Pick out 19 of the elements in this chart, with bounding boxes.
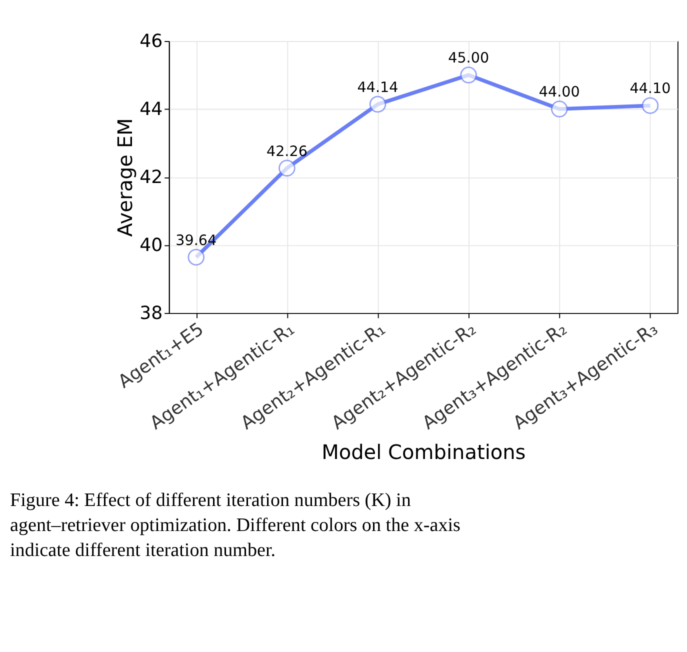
caption: Figure 4: Effect of different iteration numbers (K) in agent–retriever optimization. Different colors on the x-axis indicate different iteration number.	[10, 490, 460, 561]
x-axis-title: Model Combinations	[322, 440, 526, 464]
point	[642, 97, 659, 114]
y-tick-label: 46	[140, 31, 163, 52]
data-label: 44.00	[538, 84, 580, 101]
y-tick-label: 38	[140, 303, 163, 324]
data-label: 45.00	[448, 50, 490, 67]
point	[460, 66, 477, 84]
point	[369, 96, 386, 113]
y-tick-label: 44	[140, 99, 163, 120]
point	[188, 248, 205, 266]
data-label: 44.10	[630, 81, 671, 98]
point	[550, 100, 568, 118]
y-axis-title: Average EM	[112, 118, 137, 237]
y-tick-label: 42	[140, 167, 163, 188]
data-label: 44.14	[357, 80, 398, 96]
point	[278, 160, 296, 177]
y-tick-label: 40	[140, 235, 163, 256]
data-label: 42.26	[266, 144, 308, 160]
